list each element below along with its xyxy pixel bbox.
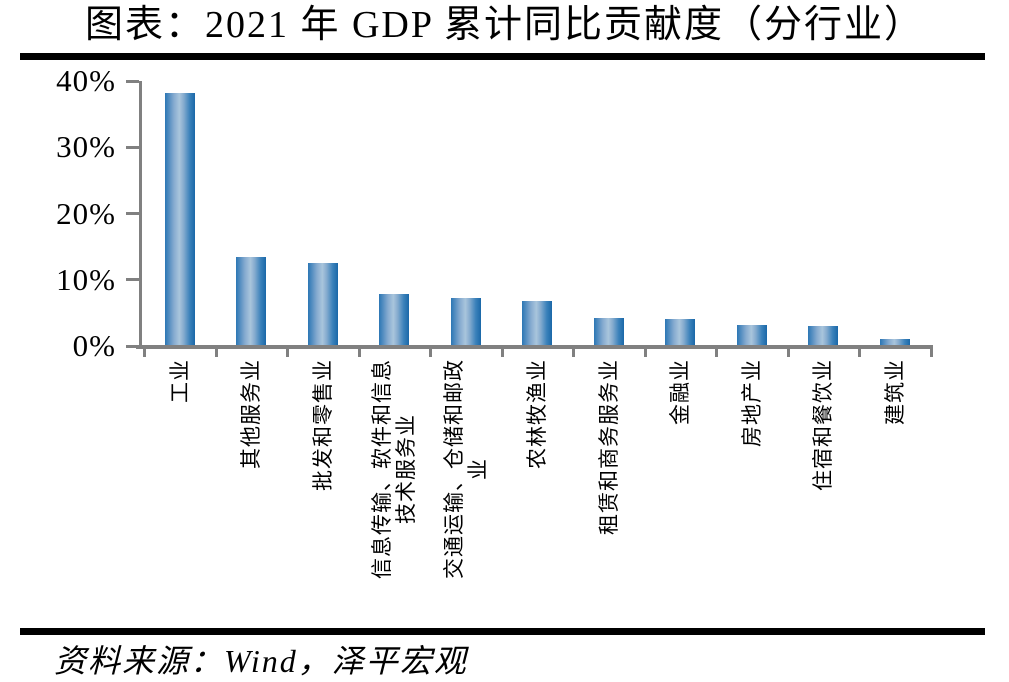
x-category-label: 其他服务业 (239, 359, 264, 469)
bar-10 (808, 326, 839, 345)
x-category-label: 信息传输、软件和信息 技术服务业 (370, 359, 419, 579)
y-axis-tick (126, 79, 139, 83)
chart-title: 图表：2021 年 GDP 累计同比贡献度（分行业） (84, 4, 925, 46)
y-axis-tick (126, 145, 139, 149)
y-axis-tick (126, 344, 139, 348)
x-axis-tick (429, 349, 432, 357)
x-category-label: 建筑业 (882, 359, 907, 425)
x-axis-tick (286, 349, 289, 357)
bar-6 (522, 301, 553, 345)
x-category-label: 金融业 (668, 359, 693, 425)
bar-8 (665, 319, 696, 345)
x-category-label: 工业 (167, 359, 192, 403)
x-axis-tick (643, 349, 647, 357)
x-category-label: 批发和零售业 (310, 359, 335, 491)
top-divider (20, 53, 985, 60)
y-tick-label: 40% (56, 63, 116, 98)
y-tick-label: 20% (56, 195, 116, 231)
bar-7 (593, 318, 624, 345)
x-axis-tick (858, 349, 861, 357)
y-axis-line (139, 81, 142, 349)
bar-1 (164, 93, 195, 345)
bar-4 (379, 294, 410, 345)
y-tick-label: 30% (56, 129, 116, 165)
bar-11 (879, 339, 910, 345)
y-axis-tick (126, 278, 139, 282)
x-axis-tick (143, 349, 146, 357)
x-axis-tick (786, 349, 790, 357)
bar-3 (307, 263, 338, 345)
x-axis-tick (715, 349, 718, 357)
x-category-label: 交通运输、仓储和邮政 业 (441, 359, 490, 579)
bar-2 (236, 257, 267, 345)
x-category-label: 农林牧渔业 (525, 359, 550, 469)
x-axis-tick (500, 349, 504, 357)
x-axis-tick (572, 349, 575, 357)
bar-5 (450, 298, 481, 345)
y-tick-label: 0% (72, 328, 116, 363)
x-axis-tick (929, 349, 933, 357)
x-category-label: 租赁和商务服务业 (596, 359, 621, 535)
bottom-divider (20, 628, 985, 635)
x-category-label: 住宿和餐饮业 (811, 359, 836, 491)
bar-9 (736, 325, 767, 345)
x-category-label: 房地产业 (739, 359, 764, 447)
x-axis-line (136, 345, 933, 349)
y-tick-label: 10% (56, 261, 116, 297)
x-axis-tick (214, 349, 218, 357)
y-axis-tick (126, 212, 139, 215)
source-note: 资料来源：Wind，泽平宏观 (54, 643, 468, 679)
x-axis-tick (357, 349, 361, 357)
